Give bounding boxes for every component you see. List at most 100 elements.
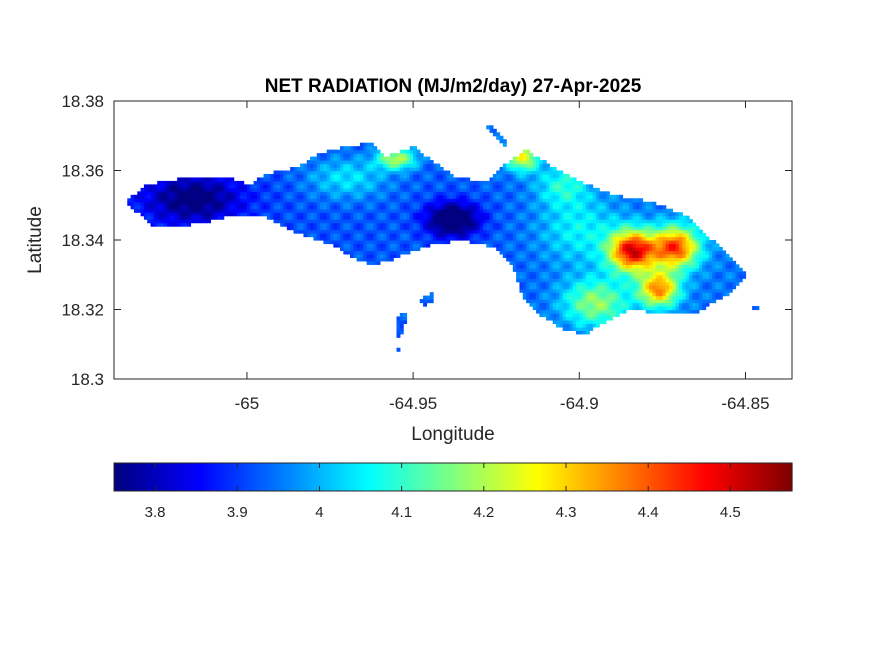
field-cell [675,253,680,258]
field-cell [566,267,570,272]
field-cell [566,233,570,238]
field-cell [443,212,447,217]
field-cell [655,292,660,297]
field-cell [323,201,328,206]
field-cell [572,253,577,258]
colorbar-cell [231,463,235,491]
field-cell [379,177,384,182]
field-cell [612,240,617,245]
field-cell [256,212,261,217]
field-cell [698,271,703,276]
field-cell [300,208,305,213]
colorbar: 3.8 3.9 4 4.1 4.2 4.3 4.4 4.5 [113,462,793,521]
field-cell [346,191,351,196]
field-cell [177,194,182,199]
field-cell [396,246,401,252]
field-cell [526,194,531,199]
field-cell [190,191,195,196]
field-cell [137,198,142,203]
field-cell [227,184,231,189]
field-cell [579,285,584,290]
field-cell [645,302,650,307]
field-cell [333,180,338,185]
field-cell [496,233,501,238]
field-cell [589,274,594,279]
field-cell [589,299,594,304]
colorbar-cell [654,463,658,491]
field-cell [303,205,308,210]
field-cell [173,205,178,210]
field-cell [688,288,693,293]
field-cell [602,260,607,265]
field-cell [167,187,172,192]
field-cell [675,267,680,272]
field-cell [639,264,644,269]
field-cell [645,274,650,279]
field-cell [187,201,192,206]
colorbar-cell [513,463,517,491]
field-cell [639,299,644,304]
field-cell [363,205,368,210]
field-cell [639,257,644,262]
field-cell [366,173,371,179]
field-cell [519,201,524,206]
field-cell [389,198,394,203]
field-cell [280,191,285,196]
field-cell [310,160,315,165]
field-cell [556,319,560,324]
field-cell [552,229,557,234]
colorbar-cell [483,463,487,491]
field-cell [492,180,497,185]
field-cell [446,240,451,245]
field-cell [369,229,374,234]
field-cell [486,125,491,130]
field-cell [366,160,371,165]
field-cell [240,187,245,192]
field-cell [316,187,321,192]
field-cell [393,156,398,161]
field-cell [688,257,693,262]
field-cell [439,187,444,192]
field-cell [679,253,683,258]
field-cell [582,292,587,297]
field-cell [326,222,331,227]
field-cell [579,246,584,252]
field-cell [150,215,155,220]
field-cell [669,302,673,307]
field-cell [502,222,507,227]
field-cell [698,253,703,258]
field-cell [286,170,291,175]
field-cell [127,198,132,203]
field-cell [433,205,437,210]
colorbar-cell [603,463,607,491]
field-cell [622,278,627,283]
field-cell [655,295,660,300]
field-cell [725,278,730,283]
field-cell [160,191,165,196]
field-cell [602,208,607,213]
field-cell [439,201,444,206]
field-cell [579,260,584,265]
colorbar-cell [597,463,601,491]
field-cell [712,281,717,286]
field-cell [592,201,597,206]
field-cell [529,173,534,179]
field-cell [519,267,524,272]
field-cell [649,226,654,231]
field-cell [569,299,574,304]
field-cell [592,312,597,318]
field-cell [220,201,225,206]
field-cell [336,163,341,168]
field-cell [310,215,315,220]
field-cell [190,177,195,182]
field-cell [546,260,550,265]
field-cell [522,229,527,234]
field-cell [482,215,487,220]
field-cell [426,226,431,231]
field-cell [453,180,457,185]
field-cell [672,215,677,220]
field-cell [349,167,354,172]
field-cell [439,173,444,179]
field-cell [599,212,604,217]
field-cell [399,184,404,189]
